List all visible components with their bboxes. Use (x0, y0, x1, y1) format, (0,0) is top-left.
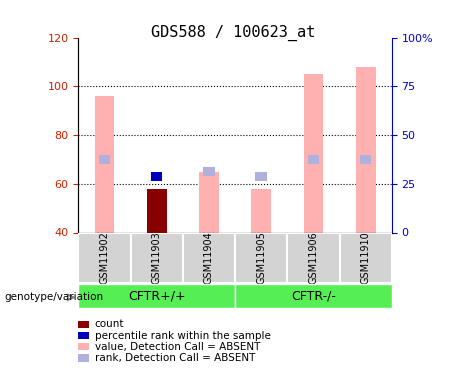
Text: CFTR-/-: CFTR-/- (291, 290, 336, 302)
Text: GSM11902: GSM11902 (100, 231, 110, 284)
Text: CFTR+/+: CFTR+/+ (128, 290, 185, 302)
Bar (356, 67, 376, 232)
Bar (360, 155, 372, 164)
Text: GSM11904: GSM11904 (204, 231, 214, 284)
Text: GSM11906: GSM11906 (308, 231, 319, 284)
Bar (78, 232, 130, 283)
Bar (183, 232, 235, 283)
Text: genotype/variation: genotype/variation (5, 292, 104, 302)
Bar (340, 232, 392, 283)
Bar (147, 189, 167, 232)
Bar (303, 74, 324, 232)
Bar (308, 155, 319, 164)
Text: percentile rank within the sample: percentile rank within the sample (95, 331, 271, 340)
Bar (287, 232, 340, 283)
Text: rank, Detection Call = ABSENT: rank, Detection Call = ABSENT (95, 353, 255, 363)
Bar (151, 172, 162, 181)
Text: count: count (95, 320, 124, 329)
Text: GSM11910: GSM11910 (361, 231, 371, 284)
Text: value, Detection Call = ABSENT: value, Detection Call = ABSENT (95, 342, 260, 352)
Bar (235, 284, 392, 308)
Text: GSM11903: GSM11903 (152, 231, 162, 284)
Bar (235, 232, 287, 283)
Bar (130, 232, 183, 283)
Bar (199, 172, 219, 232)
Bar (78, 284, 235, 308)
Bar (251, 189, 271, 232)
Bar (255, 172, 267, 181)
Text: GSM11905: GSM11905 (256, 231, 266, 284)
Bar (99, 155, 110, 164)
Text: GDS588 / 100623_at: GDS588 / 100623_at (151, 24, 315, 40)
Bar (95, 96, 114, 232)
Bar (203, 167, 215, 176)
